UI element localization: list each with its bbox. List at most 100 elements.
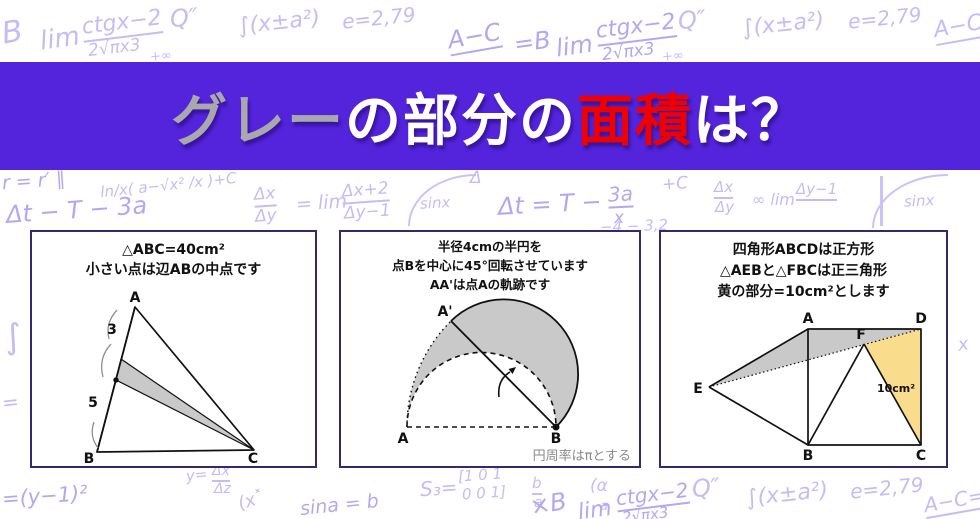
triangle-diagram: A B C 3 5 <box>84 290 258 466</box>
banner-word-wa: は？ <box>693 88 809 154</box>
bg-formula: Δ <box>470 168 482 188</box>
vertex-label-b: B <box>803 448 814 464</box>
banner-title: グレーの部分の面積は？ <box>171 76 809 157</box>
bg-formula: Q″ <box>676 4 708 36</box>
doodle-line <box>880 176 883 226</box>
center-point-b <box>552 423 560 431</box>
panel1-title: △ABC=40cm² 小さい点は辺ABの中点です <box>32 240 315 281</box>
banner-word-gray: グレー <box>171 88 345 154</box>
bg-formula: Q″ <box>168 2 200 34</box>
vertex-label-a: A <box>398 431 409 447</box>
bg-formula: y= <box>185 464 209 486</box>
bg-formula: ∫(x±a²) <box>744 477 830 512</box>
bg-formula: A−C <box>445 17 504 57</box>
tick-arc <box>100 343 112 378</box>
bg-formula: 2√πx3 <box>600 38 656 66</box>
bg-formula: =(y−1)² <box>1 481 89 511</box>
vertex-label-b: B <box>84 451 95 466</box>
banner-word-menseki: 面積 <box>577 88 693 154</box>
problem-card-square: 四角形ABCDは正方形 △AEBと△FBCは正三角形 黄の部分=10cm²としま… <box>659 230 948 468</box>
bg-formula: +C <box>661 173 689 195</box>
bg-formula: Δx <box>253 183 277 208</box>
bg-formula: (x˟ <box>235 486 268 515</box>
bg-formula: ∫(x±a²) <box>236 5 322 40</box>
bg-formula: Δt = T − <box>497 187 603 221</box>
bg-formula: ∫ <box>1 316 24 358</box>
bg-formula: ∞ lim <box>752 190 795 209</box>
panel3-title-line2: △AEBと△FBCは正三角形 <box>719 263 888 279</box>
vertex-label-d: D <box>915 311 927 327</box>
bg-formula: r = r′ ∥ <box>1 167 67 195</box>
bg-formula: Δx <box>714 180 734 199</box>
tick-arc <box>107 309 118 340</box>
bg-formula: Q″ <box>690 472 722 504</box>
bg-formula: [1 0 1 <box>457 464 503 486</box>
bg-formula: sina = b <box>299 489 380 519</box>
vertex-label-c: C <box>248 451 258 466</box>
vertex-label-a-prime: A' <box>437 304 452 320</box>
vertex-label-c: C <box>916 448 926 464</box>
banner-word-nobubun: の部分の <box>345 88 577 154</box>
panel3-title-line1: 四角形ABCDは正方形 <box>732 242 875 258</box>
bg-formula: e=2,79 <box>846 2 923 34</box>
bg-formula: lim <box>38 21 82 57</box>
bg-formula: = <box>0 389 20 415</box>
bg-formula: = lim <box>295 190 348 216</box>
vertex-label-e: E <box>693 381 703 397</box>
bg-formula: lim <box>576 495 614 519</box>
edge-eb <box>708 386 809 446</box>
bg-formula: Δt − T − 3a <box>5 191 149 229</box>
bg-formula: B <box>0 13 26 52</box>
bg-formula: x <box>956 333 970 356</box>
edge-fc <box>863 343 922 446</box>
bg-formula: 0 0 1] <box>461 482 507 504</box>
bg-formula: 2√πx3 <box>621 503 670 519</box>
bg-formula: ∫(x±a²) <box>740 7 826 42</box>
vertex-label-b: B <box>551 431 562 447</box>
bg-formula: lim <box>554 29 595 63</box>
square-diagram: A D B C E F 10cm² <box>693 311 927 464</box>
midpoint-dot <box>113 377 119 383</box>
semicircle-diagram: A B A' <box>398 298 579 447</box>
panel2-title-line3: AA'は点Aの軌跡です <box>429 276 551 292</box>
rotation-arrow <box>497 371 511 398</box>
vertex-label-f: F <box>856 327 866 343</box>
bg-formula: e=2,79 <box>848 472 925 504</box>
vertex-label-a: A <box>130 290 141 306</box>
pi-footnote: 円周率はπとする <box>532 449 631 464</box>
segment-label-3: 3 <box>107 322 117 338</box>
bg-formula: a <box>534 495 543 511</box>
panel3-title: 四角形ABCDは正方形 △AEBと△FBCは正三角形 黄の部分=10cm²としま… <box>661 240 946 303</box>
bg-formula: Δy−1 <box>343 200 392 224</box>
bg-formula: Δy−1 <box>796 182 838 201</box>
bg-formula: Δy <box>254 205 278 227</box>
bg-formula: a <box>600 499 608 514</box>
panel2-title-line2: 点Bを中心に45°回転させています <box>392 257 588 273</box>
problem-card-triangle: △ABC=40cm² 小さい点は辺ABの中点です A B C 3 5 <box>30 230 317 468</box>
segment-label-5: 5 <box>88 395 98 411</box>
edge-bf <box>807 343 865 446</box>
rotation-arrowhead <box>508 367 516 374</box>
diameter-a-prime-b <box>450 320 557 428</box>
bg-formula: sinx <box>419 193 451 213</box>
bg-formula: b <box>532 476 542 495</box>
bg-formula: =B <box>512 25 553 59</box>
panel1-title-line1: △ABC=40cm² <box>122 242 225 258</box>
yellow-region-fdc <box>864 329 921 445</box>
dotted-line-ed <box>708 328 922 388</box>
panel3-title-line3: 黄の部分=10cm²とします <box>717 284 890 300</box>
panel2-title-line1: 半径4cmの半円を <box>437 239 543 254</box>
bg-formula: ×B <box>527 487 569 519</box>
bg-formula: (α <box>590 476 608 496</box>
bg-formula: Δz <box>214 481 231 497</box>
original-arc-dashed <box>406 351 557 428</box>
bg-formula: A−C <box>932 10 980 47</box>
edge-ea <box>708 328 809 388</box>
bg-formula: e=2,79 <box>340 2 417 34</box>
bg-formula: 2√πx3 <box>86 34 142 62</box>
area-label-10cm2: 10cm² <box>877 382 915 395</box>
bg-formula: Δy <box>715 198 735 216</box>
original-semicircle-white <box>407 352 556 427</box>
vertex-label-a: A <box>803 311 814 327</box>
